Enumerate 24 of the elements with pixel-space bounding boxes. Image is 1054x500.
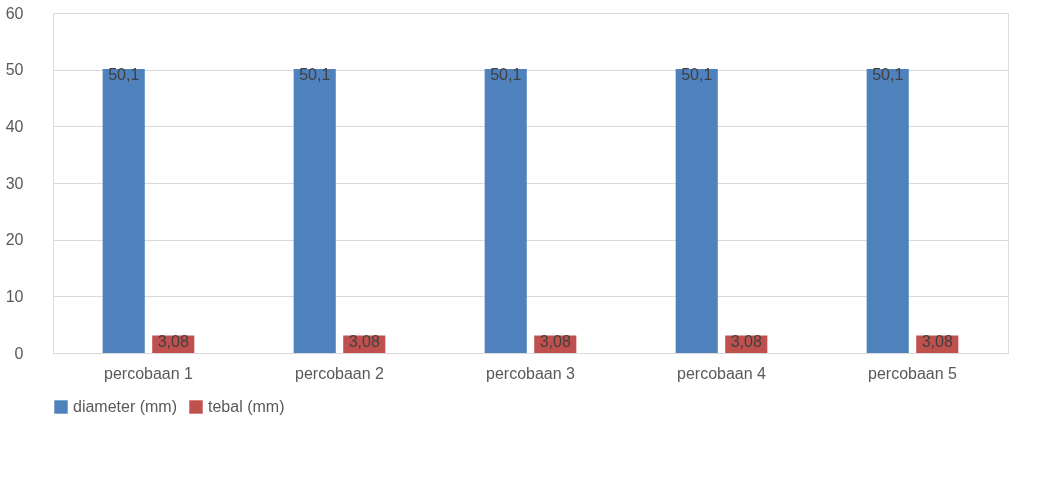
y-tick-label: 20 <box>5 231 24 249</box>
data-label: 50,1 <box>108 66 140 84</box>
x-tick-label: percobaan 3 <box>486 364 576 382</box>
x-tick-label: percobaan 5 <box>868 364 958 382</box>
data-label: 50,1 <box>490 66 522 84</box>
data-label: 3,08 <box>921 332 953 350</box>
y-tick-label: 30 <box>5 174 24 192</box>
data-label: 3,08 <box>730 332 762 350</box>
y-tick-label: 10 <box>5 287 24 305</box>
data-label: 3,08 <box>348 332 380 350</box>
data-label: 3,08 <box>539 332 571 350</box>
data-label: 50,1 <box>681 66 713 84</box>
y-tick-label: 50 <box>5 61 24 79</box>
y-tick-label: 60 <box>5 4 24 22</box>
y-tick-label: 0 <box>14 344 24 362</box>
y-tick-label: 40 <box>5 117 24 135</box>
x-tick-label: percobaan 4 <box>677 364 767 382</box>
data-label: 50,1 <box>299 66 331 84</box>
x-tick-label: percobaan 1 <box>104 364 194 382</box>
legend-label: diameter (mm) <box>73 398 178 415</box>
legend-label: tebal (mm) <box>208 398 285 415</box>
x-tick-label: percobaan 2 <box>295 364 385 382</box>
data-label: 50,1 <box>872 66 904 84</box>
data-label: 3,08 <box>157 332 189 350</box>
